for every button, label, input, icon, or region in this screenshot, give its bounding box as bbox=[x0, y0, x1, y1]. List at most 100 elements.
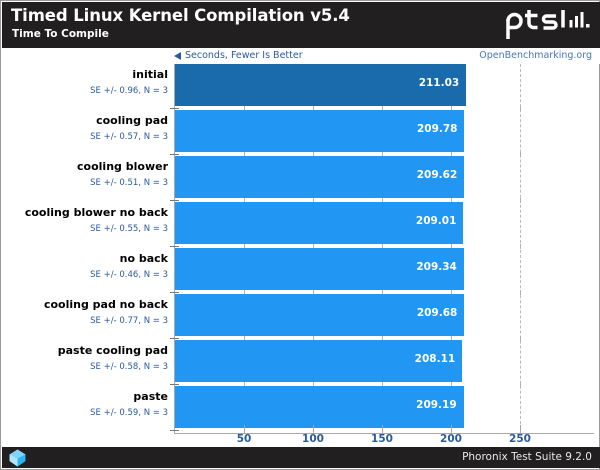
axis-tick-stub bbox=[170, 430, 179, 431]
gridline-tick bbox=[244, 336, 245, 341]
gridline-tick bbox=[313, 106, 314, 111]
gridline-tick bbox=[313, 198, 314, 203]
chart-row: paste SE +/- 0.59, N = 3 209.19 bbox=[1, 386, 600, 433]
x-tick-label: 50 bbox=[236, 433, 252, 445]
chart-row: no back SE +/- 0.46, N = 3 209.34 bbox=[1, 248, 600, 295]
gridline-tick bbox=[244, 152, 245, 157]
chart-row: cooling pad SE +/- 0.57, N = 3 209.78 bbox=[1, 110, 600, 157]
x-axis: 50 100 150 200 250 bbox=[1, 425, 600, 449]
gridline-tick bbox=[382, 382, 383, 387]
bar-label: cooling pad bbox=[96, 114, 168, 127]
gridline-tick bbox=[451, 244, 452, 249]
x-tick-label: 200 bbox=[440, 433, 462, 445]
gridline-tick bbox=[451, 198, 452, 203]
gridline-tick bbox=[520, 152, 521, 157]
bar-label: paste cooling pad bbox=[57, 344, 168, 357]
bar-label: initial bbox=[132, 68, 168, 81]
axis-tick-stub bbox=[170, 246, 179, 247]
x-tick-label: 150 bbox=[371, 433, 393, 445]
gridline-tick bbox=[382, 106, 383, 111]
gridline-tick bbox=[520, 106, 521, 111]
gridline-tick bbox=[451, 152, 452, 157]
gridline-tick bbox=[244, 290, 245, 295]
gridline-tick bbox=[313, 336, 314, 341]
axis-tick-stub bbox=[170, 384, 179, 385]
x-tick-mark bbox=[244, 425, 245, 432]
gridline-tick bbox=[520, 198, 521, 203]
page-title: Timed Linux Kernel Compilation v5.4 bbox=[11, 6, 350, 25]
pts-logo-icon bbox=[506, 10, 590, 39]
axis-tick-stub bbox=[170, 292, 179, 293]
gridline-tick bbox=[244, 244, 245, 249]
gridline-tick bbox=[451, 382, 452, 387]
phoronix-logo-icon bbox=[9, 449, 26, 467]
gridline-tick bbox=[520, 244, 521, 249]
bar-error-label: SE +/- 0.58, N = 3 bbox=[90, 362, 168, 372]
bar[interactable]: 209.68 bbox=[175, 294, 465, 336]
plot-area: initial SE +/- 0.96, N = 3 211.03 cooling p… bbox=[1, 64, 600, 446]
gridline-tick bbox=[520, 336, 521, 341]
bar[interactable]: 209.62 bbox=[175, 156, 465, 198]
metric-note: Seconds, Fewer Is Better bbox=[185, 50, 303, 61]
gridline-tick bbox=[451, 290, 452, 295]
gridline-tick bbox=[451, 106, 452, 111]
bar-error-label: SE +/- 0.77, N = 3 bbox=[90, 316, 168, 326]
bar[interactable]: 209.34 bbox=[175, 248, 464, 290]
bar[interactable]: 211.03 bbox=[175, 64, 467, 106]
chart-row: paste cooling pad SE +/- 0.58, N = 3 208.1… bbox=[1, 340, 600, 387]
y-axis-line bbox=[174, 64, 175, 434]
chart-row: cooling blower no back SE +/- 0.55, N = 3… bbox=[1, 202, 600, 249]
gridline-tick bbox=[382, 152, 383, 157]
x-tick-mark bbox=[313, 425, 314, 432]
gridline-tick bbox=[313, 244, 314, 249]
gridline-tick bbox=[244, 198, 245, 203]
gridline-tick bbox=[313, 290, 314, 295]
x-axis-line bbox=[174, 433, 594, 434]
x-tick-label: 100 bbox=[302, 433, 324, 445]
gridline-tick bbox=[244, 106, 245, 111]
bar-error-label: SE +/- 0.51, N = 3 bbox=[90, 178, 168, 188]
chart-row: cooling blower SE +/- 0.51, N = 3 209.62 bbox=[1, 156, 600, 203]
bar-label: no back bbox=[119, 252, 168, 265]
bar-error-label: SE +/- 0.96, N = 3 bbox=[90, 86, 168, 96]
axis-tick-stub bbox=[170, 338, 179, 339]
x-tick-mark bbox=[520, 425, 521, 432]
bar-value: 209.68 bbox=[416, 307, 458, 319]
suite-version: Phoronix Test Suite 9.2.0 bbox=[462, 451, 592, 463]
legend-strip: Seconds, Fewer Is Better OpenBenchmarkin… bbox=[2, 48, 600, 64]
gridline-tick bbox=[313, 152, 314, 157]
chart-row: initial SE +/- 0.96, N = 3 211.03 bbox=[1, 64, 600, 111]
chart-row: cooling pad no back SE +/- 0.77, N = 3 209… bbox=[1, 294, 600, 341]
bar-error-label: SE +/- 0.55, N = 3 bbox=[90, 224, 168, 234]
bar[interactable]: 209.78 bbox=[175, 110, 465, 152]
gridline-tick bbox=[382, 244, 383, 249]
gridline-tick bbox=[244, 382, 245, 387]
bar-value: 209.01 bbox=[415, 215, 457, 227]
chart-header: Timed Linux Kernel Compilation v5.4 Time… bbox=[2, 2, 600, 48]
bar-value: 211.03 bbox=[418, 77, 460, 89]
bar-value: 209.62 bbox=[416, 169, 458, 181]
bar[interactable]: 209.19 bbox=[175, 386, 464, 428]
openbenchmarking-link[interactable]: OpenBenchmarking.org bbox=[479, 50, 592, 61]
bar-error-label: SE +/- 0.59, N = 3 bbox=[90, 408, 168, 418]
bar[interactable]: 209.01 bbox=[175, 202, 464, 244]
gridline-tick bbox=[382, 290, 383, 295]
bar-label: paste bbox=[133, 390, 168, 403]
bar-label: cooling blower bbox=[77, 160, 168, 173]
axis-tick-stub bbox=[170, 108, 179, 109]
x-tick-mark bbox=[451, 425, 452, 432]
left-arrow-icon bbox=[174, 52, 181, 60]
page-subtitle: Time To Compile bbox=[12, 28, 109, 40]
gridline-tick bbox=[520, 382, 521, 387]
bar[interactable]: 208.11 bbox=[175, 340, 463, 382]
bar-value: 208.11 bbox=[414, 353, 456, 365]
gridline-tick bbox=[382, 336, 383, 341]
gridline-tick bbox=[313, 382, 314, 387]
bar-label: cooling pad no back bbox=[43, 298, 168, 311]
bar-error-label: SE +/- 0.57, N = 3 bbox=[90, 132, 168, 142]
gridline-tick bbox=[382, 198, 383, 203]
chart-footer: Phoronix Test Suite 9.2.0 bbox=[2, 447, 600, 468]
bar-value: 209.19 bbox=[416, 399, 457, 411]
axis-tick-stub bbox=[170, 154, 179, 155]
